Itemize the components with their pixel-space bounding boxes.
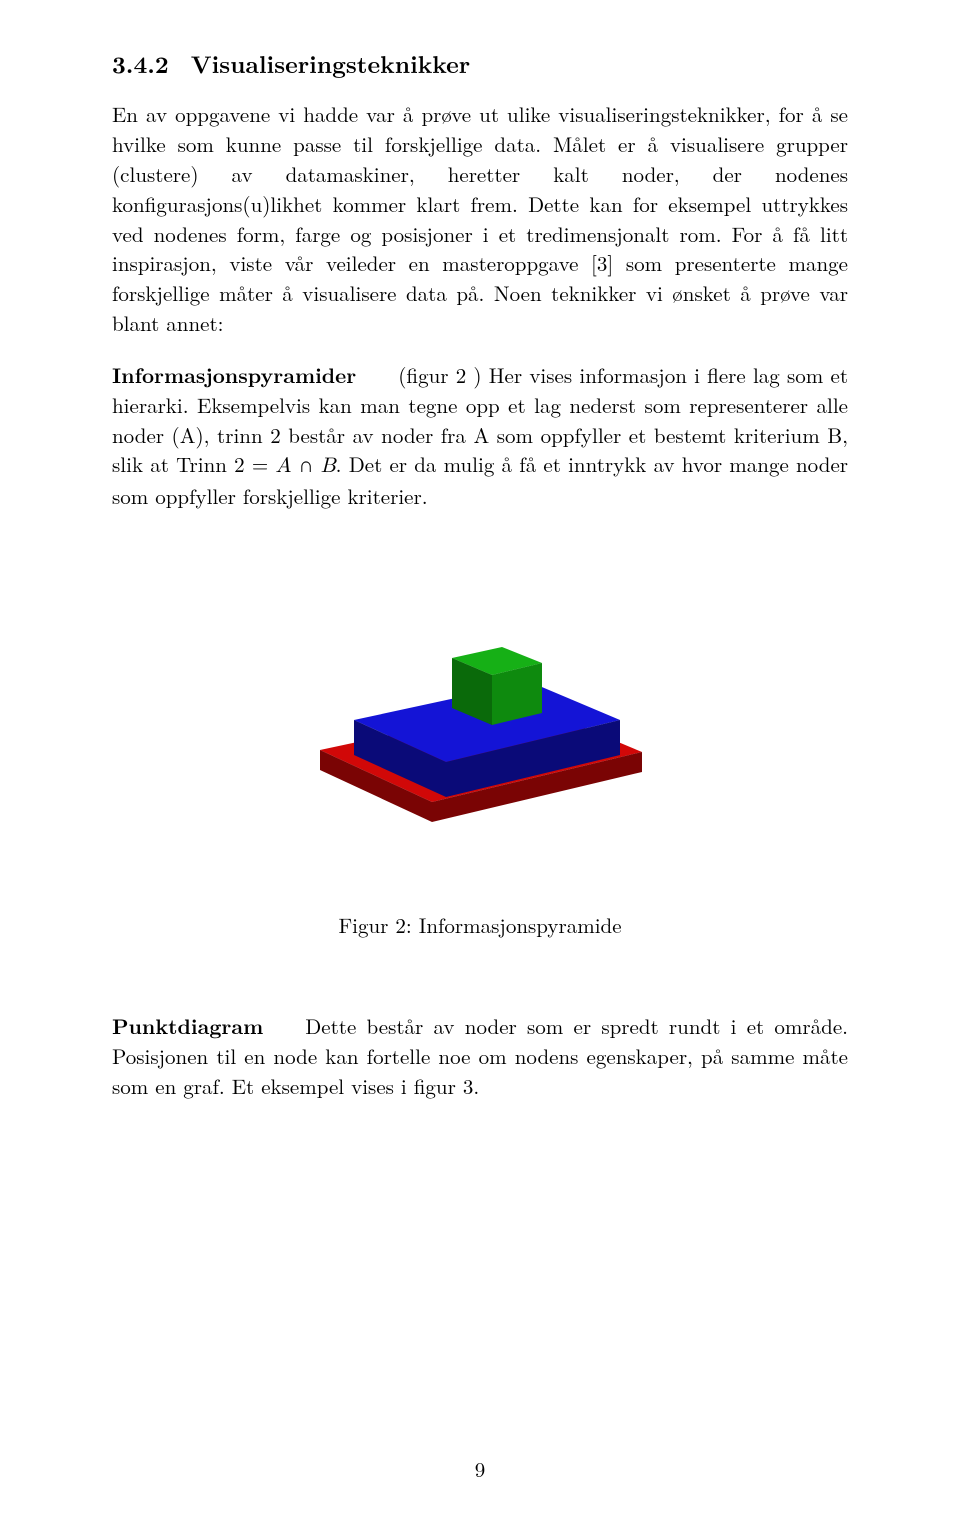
info-pyramids-label: Informasjonspyramider	[112, 360, 356, 390]
figure-2-caption: Figur 2: Informasjonspyramide	[112, 910, 848, 940]
pyramid-svg	[270, 550, 690, 850]
section-title: Visualiseringsteknikker	[191, 47, 470, 81]
section-number: 3.4.2	[112, 48, 169, 80]
math-A: A	[275, 456, 291, 477]
punktdiagram-paragraph: PunktdiagramDette består av noder som er…	[112, 1012, 848, 1101]
info-pyramids-paragraph: Informasjonspyramider(figur 2 ) Her vise…	[112, 361, 848, 512]
punktdiagram-label: Punktdiagram	[112, 1011, 263, 1041]
math-B: B	[321, 456, 336, 477]
intro-paragraph: En av oppgavene vi hadde var å prøve ut …	[112, 100, 848, 339]
page-number: 9	[0, 1454, 960, 1484]
math-cap: ∩	[291, 449, 321, 479]
figure-2: Figur 2: Informasjonspyramide	[112, 550, 848, 940]
section-heading: 3.4.2 Visualiseringsteknikker	[112, 48, 848, 80]
